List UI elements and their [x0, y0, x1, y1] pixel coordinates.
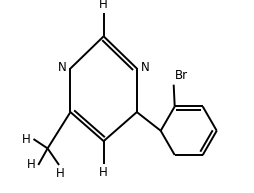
Text: N: N	[58, 61, 67, 74]
Text: N: N	[140, 61, 149, 74]
Text: H: H	[22, 133, 31, 146]
Text: H: H	[27, 158, 36, 172]
Text: H: H	[99, 0, 108, 11]
Text: H: H	[55, 168, 64, 180]
Text: H: H	[99, 166, 108, 179]
Text: Br: Br	[175, 69, 188, 82]
